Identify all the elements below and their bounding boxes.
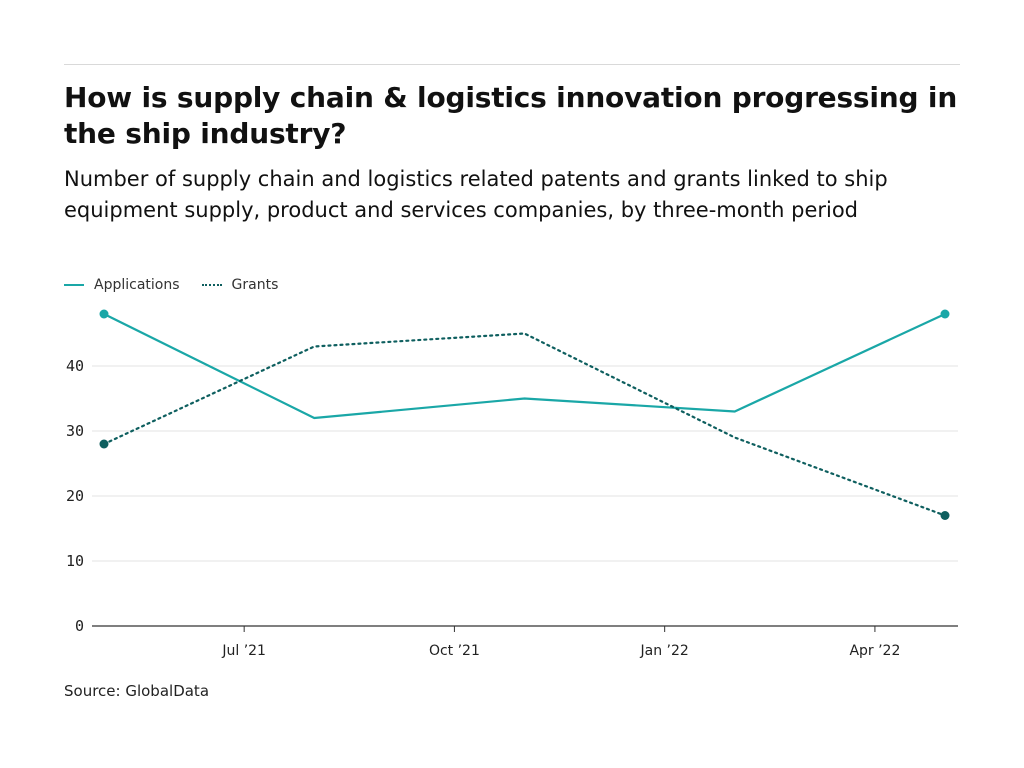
x-tick-label-0: Jul ’21 xyxy=(221,643,266,659)
legend-label-grants: Grants xyxy=(231,277,279,293)
legend: Applications Grants xyxy=(64,274,300,296)
series-line-applications xyxy=(102,312,947,420)
y-tick-label-40: 40 xyxy=(66,357,84,375)
line-chart: 0 10 20 30 40 Jul ’21 Oct ’21 Jan ’22 Apr ’22 xyxy=(66,309,958,659)
y-tick-label-10: 10 xyxy=(66,552,84,570)
chart-subtitle: Number of supply chain and logistics rel… xyxy=(64,167,888,222)
x-tick-label-1: Oct ’21 xyxy=(429,643,480,659)
legend-item-grants: Grants xyxy=(201,277,279,293)
legend-swatch-applications xyxy=(64,284,84,286)
y-tick-label-30: 30 xyxy=(66,422,84,440)
x-tick-label-3: Apr ’22 xyxy=(849,643,900,659)
legend-label-applications: Applications xyxy=(94,277,180,293)
y-tick-label-0: 0 xyxy=(75,617,84,635)
data-point-applications-2021-05 xyxy=(99,309,109,319)
legend-swatch-grants xyxy=(201,284,222,286)
data-point-applications-2022-05 xyxy=(940,309,950,319)
x-tick-label-2: Jan ’22 xyxy=(640,643,689,659)
source-note: Source: GlobalData xyxy=(64,682,210,700)
data-point-grants-2022-05 xyxy=(940,511,950,520)
chart-title: How is supply chain & logistics innovati… xyxy=(64,81,958,150)
data-point-grants-2021-05 xyxy=(99,439,109,449)
top-rule xyxy=(64,64,960,65)
y-tick-label-20: 20 xyxy=(66,487,84,505)
legend-item-applications: Applications xyxy=(64,277,180,293)
series-line-grants xyxy=(102,332,947,517)
